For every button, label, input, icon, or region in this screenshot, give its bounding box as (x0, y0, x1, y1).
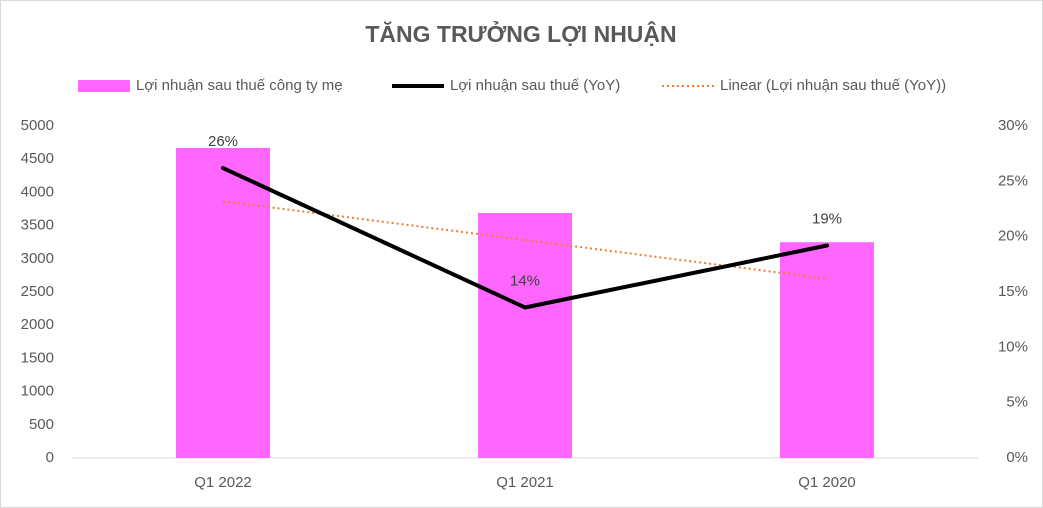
y-tick-label: 3000 (21, 250, 54, 267)
y-tick-label: 1000 (21, 383, 54, 400)
y2-tick-label: 30% (998, 117, 1028, 134)
legend-label: Lợi nhuận sau thuế (YoY) (450, 77, 620, 94)
chart-title: TĂNG TRƯỞNG LỢI NHUẬN (365, 19, 676, 47)
y2-tick-label: 5% (1006, 394, 1028, 411)
y-tick-label: 4500 (21, 150, 54, 167)
bar (478, 212, 572, 458)
y-tick-label: 2500 (21, 283, 54, 300)
x-tick-label: Q1 2020 (798, 474, 856, 491)
bar (176, 147, 270, 459)
y2-tick-label: 25% (998, 172, 1028, 189)
bar (780, 242, 874, 458)
y-tick-label: 3500 (21, 217, 54, 234)
y-tick-label: 5000 (21, 117, 54, 134)
y-tick-label: 1500 (21, 349, 54, 366)
y-tick-label: 0 (46, 449, 54, 466)
legend-label: Lợi nhuận sau thuế công ty mẹ (136, 77, 343, 94)
y2-tick-label: 10% (998, 338, 1028, 355)
y-tick-label: 500 (29, 416, 54, 433)
x-tick-label: Q1 2022 (194, 474, 252, 491)
y2-tick-label: 0% (1006, 449, 1028, 466)
data-label: 14% (510, 272, 540, 289)
legend-label: Linear (Lợi nhuận sau thuế (YoY)) (720, 77, 946, 94)
data-label: 26% (208, 133, 238, 150)
x-tick-label: Q1 2021 (496, 474, 554, 491)
y-tick-label: 2000 (21, 316, 54, 333)
y2-tick-label: 15% (998, 283, 1028, 300)
data-label: 19% (812, 210, 842, 227)
y2-tick-label: 20% (998, 228, 1028, 245)
y-tick-label: 4000 (21, 183, 54, 200)
line (221, 166, 829, 310)
legend-swatch (78, 80, 130, 92)
